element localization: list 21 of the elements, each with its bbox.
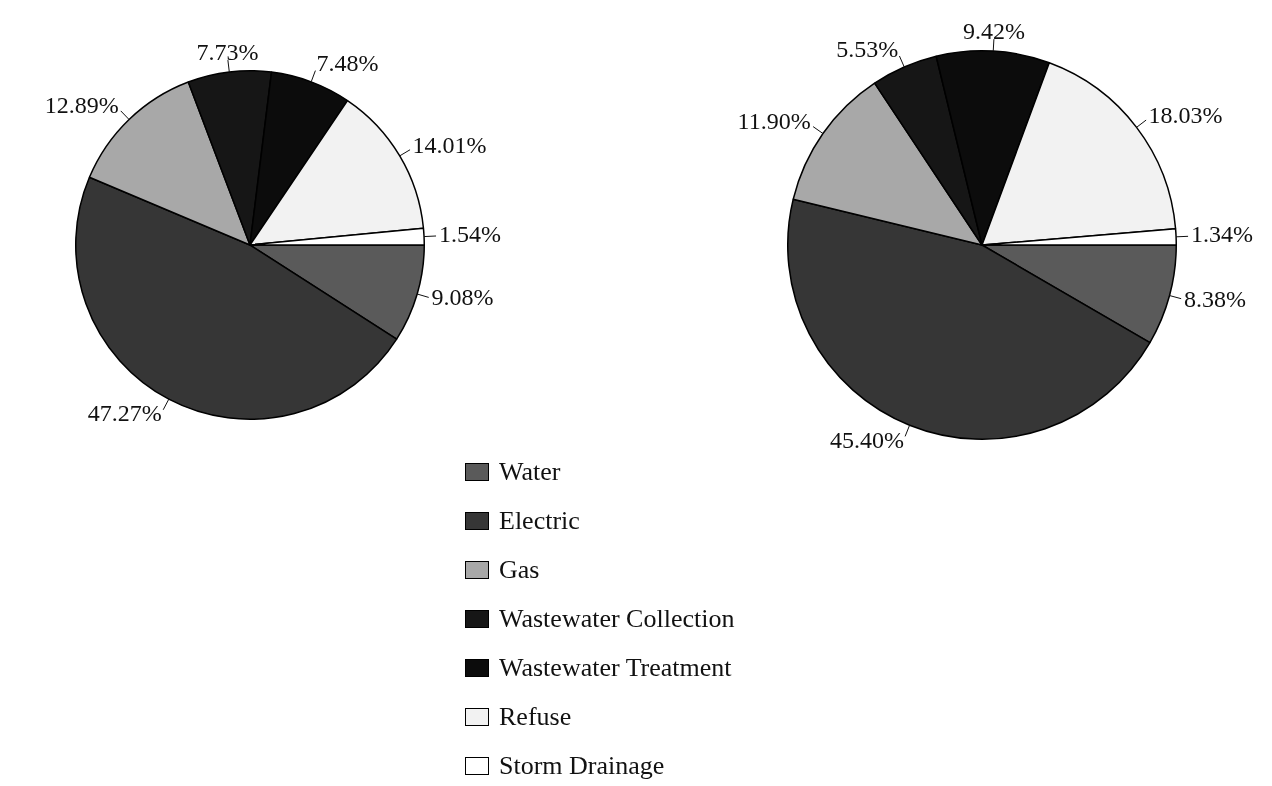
data-label: 12.89% [44, 91, 119, 118]
data-label: 14.01% [412, 131, 487, 158]
legend-label: Storm Drainage [499, 750, 665, 781]
data-label: 18.03% [1148, 101, 1223, 128]
data-label: 47.27% [87, 400, 162, 427]
data-label: 9.42% [963, 18, 1026, 45]
data-label: 9.08% [431, 284, 494, 311]
data-label: 7.73% [196, 39, 259, 66]
legend-label: Gas [499, 554, 540, 585]
legend-label: Wastewater Treatment [499, 652, 732, 683]
legend-label: Electric [499, 505, 580, 536]
data-label: 5.53% [836, 35, 899, 62]
legend-label: Water [499, 456, 561, 487]
data-label: 7.48% [316, 50, 379, 77]
data-label: 1.54% [439, 221, 502, 247]
data-label: 1.34% [1191, 221, 1254, 248]
data-label: 45.40% [829, 427, 904, 454]
legend-label: Wastewater Collection [499, 603, 735, 634]
legend-label: Refuse [499, 701, 572, 732]
data-label: 11.90% [737, 108, 811, 135]
data-label: 8.38% [1184, 285, 1247, 312]
